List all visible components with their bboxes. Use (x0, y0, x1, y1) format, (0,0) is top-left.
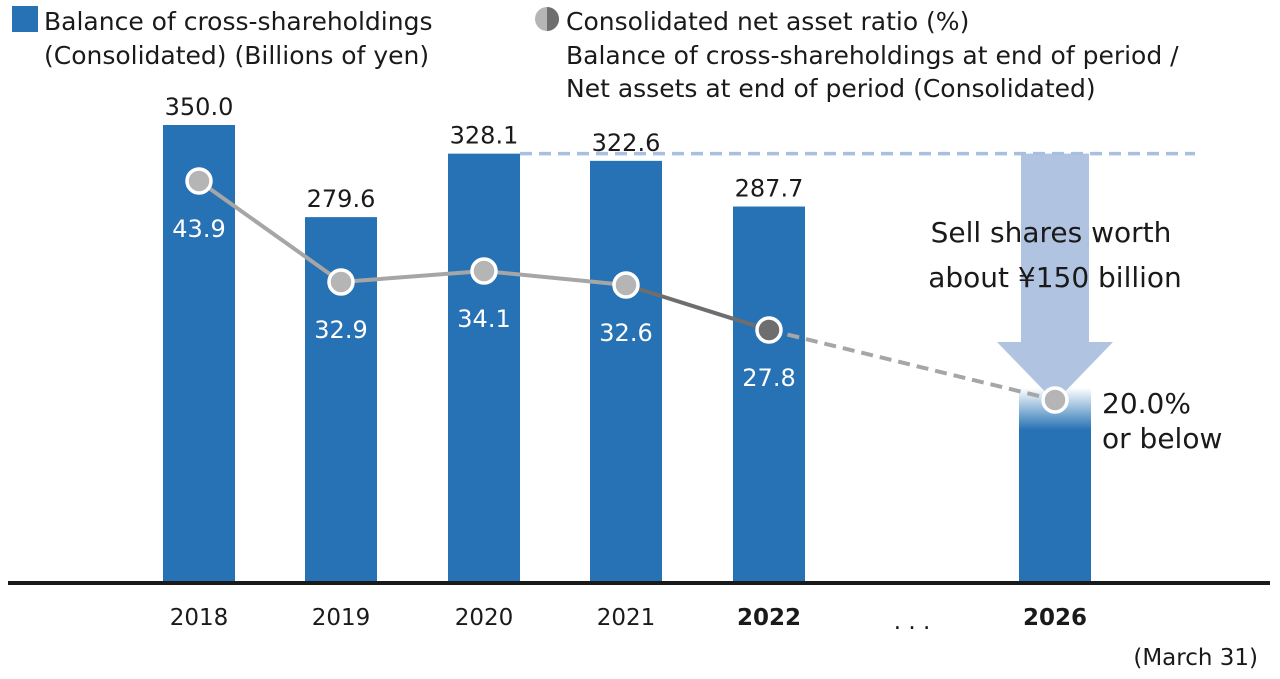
ratio-label-2020: 34.1 (457, 305, 510, 333)
ratio-label-2019: 32.9 (314, 316, 367, 344)
legend-bars-line1: Balance of cross-shareholdings (44, 7, 432, 36)
ratio-marker-2021 (612, 271, 640, 299)
callout-line1: Sell shares worth (931, 216, 1172, 249)
ratio-line-layer (197, 179, 1056, 402)
ratio-label-2021: 32.6 (599, 319, 652, 347)
ellipsis: . . . (894, 609, 931, 635)
legend-bar-swatch (12, 6, 38, 32)
bar-2020 (448, 153, 520, 583)
tick-label-2026: 2026 (1023, 605, 1087, 631)
ratio-marker-2019 (327, 268, 355, 296)
callout-line2: about ¥150 billion (928, 261, 1182, 294)
bar-label-2019: 279.6 (307, 185, 376, 213)
target-line1: 20.0% (1102, 387, 1191, 420)
tick-label-2022: 2022 (737, 605, 801, 631)
ratio-segment-2020-2021 (483, 269, 627, 287)
tick-label-2021: 2021 (597, 605, 656, 631)
tick-label-2018: 2018 (170, 605, 229, 631)
ratio-segment-2021-2022 (625, 283, 770, 332)
ratio-label-2018: 43.9 (172, 215, 225, 243)
legend-ratio-line1: Consolidated net asset ratio (%) (566, 7, 969, 36)
legend-bars-line2: (Consolidated) (Billions of yen) (44, 41, 429, 70)
bars-layer: 350.0 279.6 328.1 322.6 287.7 (163, 93, 1091, 584)
bar-2022 (733, 206, 805, 584)
bar-label-2020: 328.1 (450, 122, 519, 150)
bar-2026 (1019, 430, 1091, 583)
bar-label-2022: 287.7 (735, 175, 804, 203)
ratio-marker-layer: 43.9 32.9 34.1 32.6 27.8 (172, 167, 1069, 414)
ratio-marker-2018 (185, 167, 213, 195)
ratio-segment-2018-2019 (197, 179, 343, 284)
bar-2018 (163, 125, 235, 583)
ratio-marker-2026 (1041, 386, 1069, 414)
ratio-marker-2022 (755, 316, 783, 344)
ratio-segment-2019-2020 (340, 269, 485, 284)
tick-label-2019: 2019 (312, 605, 371, 631)
legend-ratio-icon (535, 7, 559, 31)
sell-arrow (997, 153, 1113, 402)
tick-layer: 2018 2019 2020 2021 2022 2026 (170, 605, 1087, 631)
ratio-segment-2022-2026 (768, 328, 1056, 402)
tick-label-2020: 2020 (455, 605, 514, 631)
bar-label-2018: 350.0 (165, 93, 234, 121)
bar-2021 (590, 160, 662, 583)
ratio-marker-2020 (470, 257, 498, 285)
legend-ratio-line3: Net assets at end of period (Consolidate… (566, 74, 1096, 103)
date-note: (March 31) (1133, 645, 1258, 671)
bar-label-2021: 322.6 (592, 129, 661, 157)
target-line2: or below (1102, 422, 1222, 455)
legend-ratio-line2: Balance of cross-shareholdings at end of… (566, 41, 1179, 70)
ratio-label-2022: 27.8 (742, 364, 795, 392)
